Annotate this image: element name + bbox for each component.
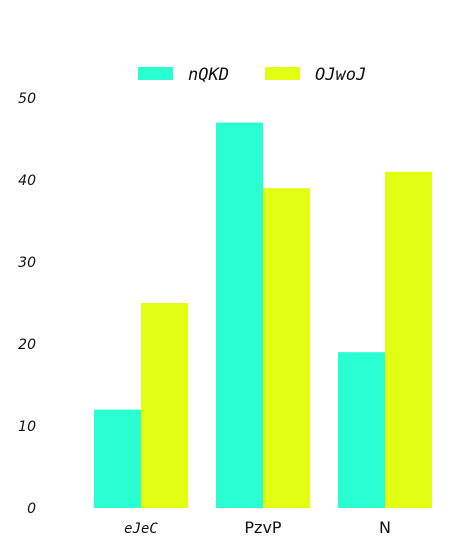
y-tick-label: 0 [27,501,36,517]
bar-OJwoJ-PzvP [263,188,310,508]
x-axis-ticks: eJeC PzvP N [124,518,391,537]
bar-OJwoJ-eJeC [141,303,188,508]
bar-nQKD-PzvP [216,122,263,508]
legend-label: OJwoJ [315,65,366,85]
y-tick-label: 10 [18,419,36,435]
y-tick-label: 40 [18,173,36,189]
y-axis-ticks: 0 10 20 30 40 50 [18,91,36,517]
bar-OJwoJ-N [385,171,432,509]
legend-label: nQKD [188,65,229,85]
x-tick-label: PzvP [244,518,282,537]
y-tick-label: 50 [18,91,36,107]
bars-group [94,122,432,509]
x-tick-label: N [379,518,391,537]
chart-legend: nQKD OJwoJ [138,65,366,85]
legend-swatch-nQKD [138,67,173,80]
legend-swatch-OJwoJ [265,67,300,80]
y-tick-label: 30 [18,255,36,271]
bar-nQKD-N [338,352,385,508]
bar-nQKD-eJeC [94,409,141,508]
y-tick-label: 20 [18,337,36,353]
x-tick-label: eJeC [124,521,158,537]
